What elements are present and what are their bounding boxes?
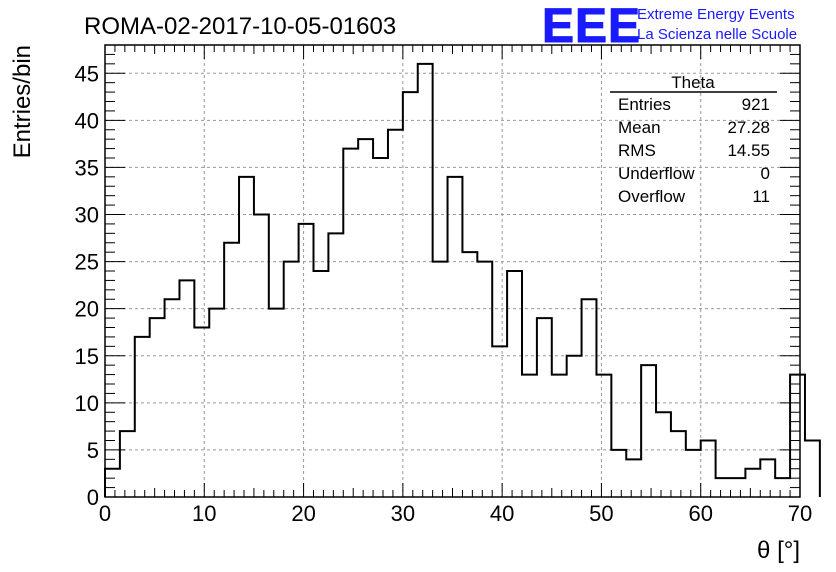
y-tick-label: 45 [75, 61, 99, 86]
histogram-bin [373, 158, 388, 497]
stats-row-value: 11 [752, 187, 770, 206]
histogram-bin [492, 346, 507, 497]
stats-row-value: 27.28 [727, 118, 770, 137]
histogram-bin [328, 233, 343, 497]
histogram-bin [388, 130, 403, 497]
histogram-bin [611, 450, 626, 497]
y-tick-label: 20 [75, 297, 99, 322]
x-tick-label: 50 [589, 501, 613, 526]
histogram-bin [537, 318, 552, 497]
x-tick-labels: 0 10 20 30 40 50 60 70 [99, 501, 812, 526]
histogram-bin [671, 431, 686, 497]
histogram-bin [299, 224, 314, 497]
y-tick-label: 40 [75, 108, 99, 133]
histogram-bin [567, 356, 582, 497]
histogram-bin [805, 441, 820, 498]
stats-row-label: Mean [618, 118, 661, 137]
histogram-bin [284, 262, 299, 497]
histogram-bin [507, 271, 522, 497]
y-tick-label: 10 [75, 391, 99, 416]
histogram-bin [448, 177, 463, 497]
histogram-bin [358, 139, 373, 497]
histogram-bin [745, 469, 760, 497]
histogram-bin [477, 262, 492, 497]
histogram-bin [224, 243, 239, 497]
histogram-bin [239, 177, 254, 497]
histogram-bin [179, 280, 194, 497]
histogram-bin [760, 459, 775, 497]
x-tick-label: 70 [788, 501, 812, 526]
histogram-bin [254, 215, 269, 498]
histogram-bin [105, 469, 120, 497]
histogram-bin [135, 337, 150, 497]
chart-title: ROMA-02-2017-10-05-01603 [84, 13, 396, 40]
histogram-bin [731, 478, 746, 497]
stats-box: Theta Entries 921 Mean 27.28 RMS 14.55 Underfl… [610, 73, 777, 206]
x-tick-label: 20 [291, 501, 315, 526]
stats-row-label: Underflow [618, 164, 695, 183]
histogram-bin [552, 375, 567, 497]
stats-row-label: Entries [618, 95, 671, 114]
histogram-bin [701, 441, 716, 498]
x-tick-label: 30 [391, 501, 415, 526]
histogram-step-line [104, 62, 821, 497]
histogram-bin [314, 271, 329, 497]
histogram-bin [582, 299, 597, 497]
histogram-bin [522, 375, 537, 497]
y-tick-label: 0 [87, 485, 99, 510]
y-tick-label: 5 [87, 438, 99, 463]
eee-logo: EEE Extreme Energy Events La Scienza nel… [542, 0, 798, 54]
axis-ticks [104, 44, 801, 498]
stats-title: Theta [671, 73, 715, 92]
stats-row-label: Overflow [618, 187, 686, 206]
y-tick-label: 15 [75, 344, 99, 369]
y-tick-label: 30 [75, 203, 99, 228]
stats-row-value: 14.55 [727, 141, 770, 160]
x-tick-label: 60 [688, 501, 712, 526]
histogram-bin [120, 431, 135, 497]
histogram-bin [269, 309, 284, 497]
x-axis-label: θ [°] [757, 537, 800, 564]
histogram-bin [343, 149, 358, 497]
y-tick-label: 35 [75, 155, 99, 180]
histogram-bin [462, 252, 477, 497]
histogram-bin [418, 64, 433, 497]
histogram-bin [194, 328, 209, 498]
histogram-bin [165, 299, 180, 497]
eee-logo-line2: La Scienza nelle Scuole [637, 26, 797, 43]
histogram-bin [716, 478, 731, 497]
histogram-bin [641, 365, 656, 497]
eee-logo-line1: Extreme Energy Events [637, 6, 795, 23]
eee-logo-mark: EEE [542, 0, 641, 53]
y-tick-labels: 0 5 10 15 20 25 30 35 40 45 [75, 61, 99, 510]
y-axis-label: Entries/bin [9, 45, 36, 158]
histogram-bin [403, 92, 418, 497]
histogram-bin [656, 412, 671, 497]
histogram-series [104, 62, 821, 498]
histogram-bin [209, 309, 224, 497]
histogram-bin [626, 459, 641, 497]
histogram-bin [596, 375, 611, 497]
histogram-bin [433, 262, 448, 497]
x-tick-label: 40 [490, 501, 514, 526]
stats-row-value: 921 [742, 95, 770, 114]
stats-row-value: 0 [761, 164, 770, 183]
x-tick-label: 0 [99, 501, 111, 526]
stats-row-label: RMS [618, 141, 656, 160]
y-tick-label: 25 [75, 250, 99, 275]
histogram-bin [150, 318, 165, 497]
x-tick-label: 10 [192, 501, 216, 526]
histogram-bin [775, 478, 790, 497]
histogram-bin [686, 450, 701, 497]
